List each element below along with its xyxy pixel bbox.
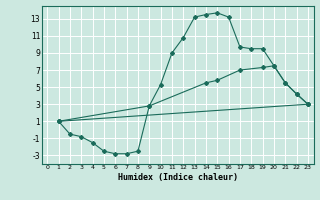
- X-axis label: Humidex (Indice chaleur): Humidex (Indice chaleur): [118, 173, 237, 182]
